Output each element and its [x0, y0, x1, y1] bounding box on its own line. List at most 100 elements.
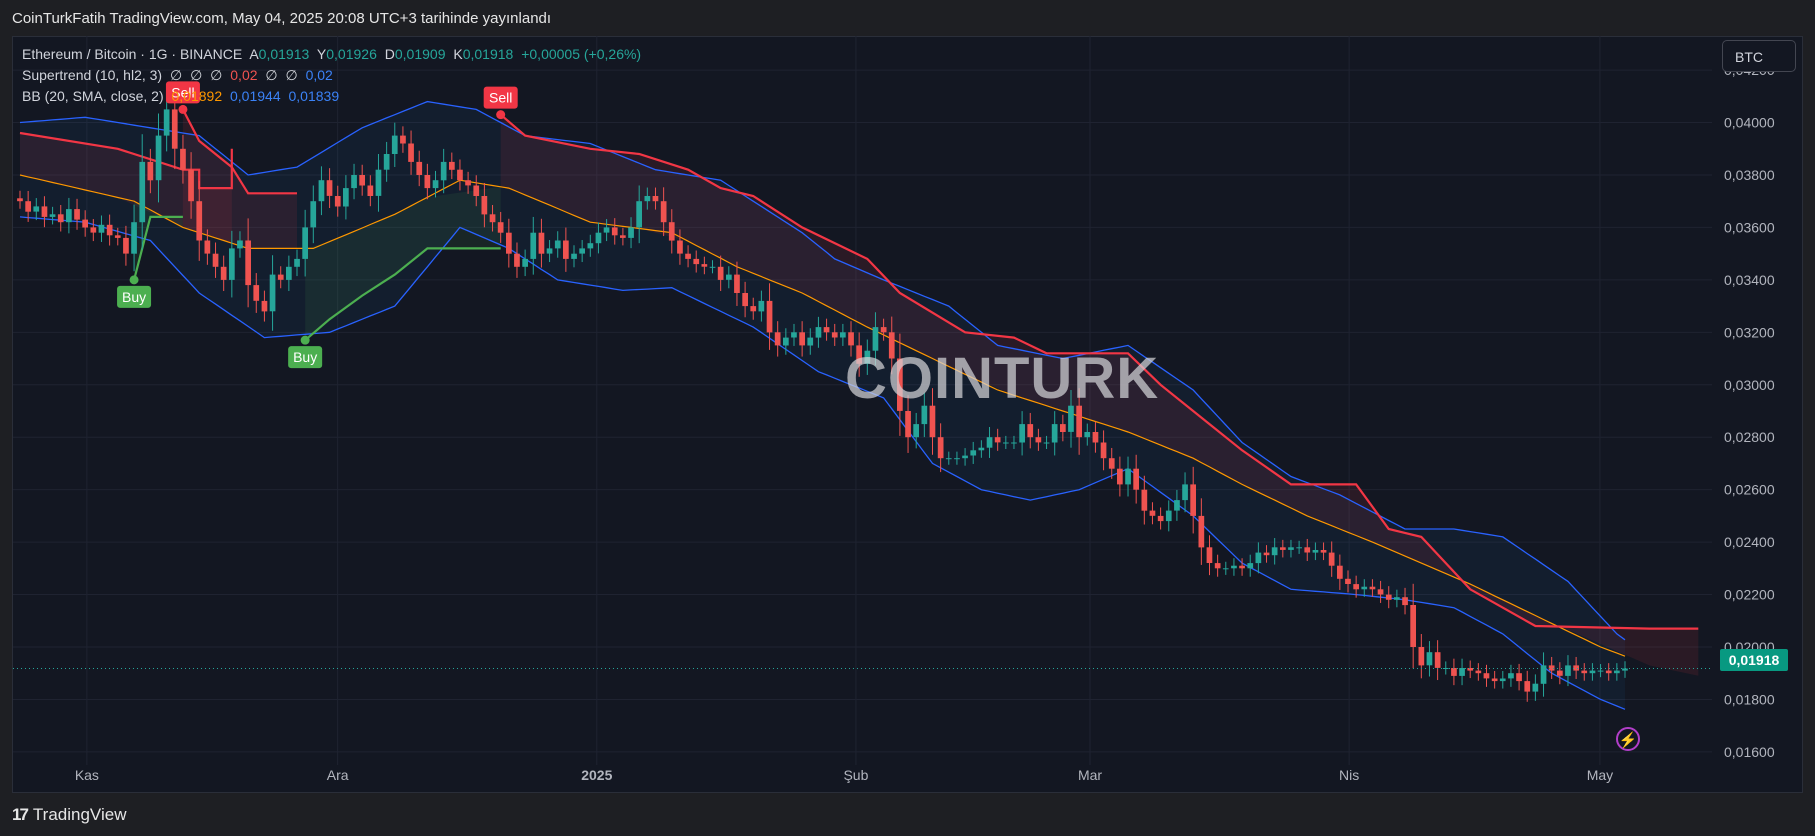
candle: [400, 126, 406, 153]
candle: [734, 261, 740, 306]
candle: [554, 231, 561, 258]
candle: [1312, 542, 1319, 561]
candle-body: [1182, 484, 1188, 501]
candle-body: [49, 214, 56, 217]
candle-body: [33, 206, 40, 212]
candle-body: [1084, 432, 1091, 438]
x-tick-label: Şub: [843, 767, 868, 783]
candle: [1296, 540, 1302, 554]
tradingview-logo[interactable]: 17 TradingView: [12, 800, 126, 830]
candle: [1532, 674, 1539, 701]
candle: [579, 240, 585, 263]
candle-body: [628, 227, 634, 238]
candle: [318, 166, 325, 216]
signal-label: Buy: [293, 349, 317, 365]
candle-body: [522, 258, 528, 267]
candle-body: [1353, 584, 1359, 590]
candle: [530, 216, 537, 275]
low-label: D: [384, 46, 395, 62]
candle: [1410, 583, 1416, 669]
candle-body: [1385, 594, 1392, 600]
symbol-legend-row[interactable]: Ethereum / Bitcoin · 1G · BINANCE A0,019…: [22, 44, 645, 65]
supertrend-label[interactable]: Supertrend (10, hl2, 3): [22, 67, 163, 83]
symbol-name[interactable]: Ethereum / Bitcoin · 1G · BINANCE: [22, 46, 243, 62]
candle: [1068, 390, 1074, 448]
x-tick-label: 2025: [581, 767, 612, 783]
candle-body: [367, 185, 374, 196]
candles: [17, 89, 1628, 702]
candle-body: [538, 232, 545, 254]
candle: [571, 245, 577, 268]
candle: [1459, 658, 1465, 686]
candle: [1125, 456, 1131, 497]
candle: [937, 423, 944, 473]
candle-body: [131, 222, 137, 254]
change-value: +0,00005 (+0,26%): [521, 46, 642, 62]
supertrend-value: ∅: [169, 67, 183, 83]
candle: [1369, 579, 1376, 597]
bb-label[interactable]: BB (20, SMA, close, 2): [22, 88, 164, 104]
candle-body: [334, 196, 341, 207]
candle-body: [831, 332, 838, 338]
supertrend-legend-row[interactable]: Supertrend (10, hl2, 3) ∅ ∅ ∅ 0,02 ∅ ∅ 0…: [22, 65, 645, 86]
candle-body: [571, 253, 577, 259]
supertrend-value: ∅: [190, 67, 203, 83]
candle-body: [986, 437, 993, 448]
candle: [1206, 535, 1213, 576]
candle: [98, 215, 105, 242]
lightning-icon[interactable]: ⚡: [1616, 727, 1640, 751]
candle-body: [1206, 547, 1213, 563]
watermark-logo: COINTURK: [845, 346, 1160, 411]
candle: [1003, 435, 1009, 450]
candle-body: [954, 458, 960, 460]
candle: [351, 163, 357, 200]
candle-body: [677, 240, 683, 254]
candle-body: [1117, 468, 1123, 485]
candle: [717, 255, 724, 292]
sell-signal: Sell: [165, 81, 200, 114]
candle: [652, 187, 659, 210]
candle-body: [823, 327, 830, 333]
candle: [1516, 663, 1522, 691]
candle: [791, 323, 797, 346]
supertrend-down-fill: [20, 133, 232, 244]
candle: [880, 318, 887, 341]
candle: [220, 255, 227, 292]
footer-bar: [0, 796, 1815, 836]
candle: [563, 227, 569, 272]
candle: [383, 141, 390, 182]
candle: [1157, 507, 1164, 530]
candle-body: [1231, 565, 1237, 569]
candle-body: [1614, 670, 1620, 674]
y-tick-label: 0,03000: [1724, 377, 1775, 393]
candle-body: [17, 198, 23, 202]
candle-body: [636, 201, 642, 228]
candle: [742, 281, 748, 318]
candle-body: [440, 161, 447, 181]
candle-body: [758, 300, 765, 312]
bb-legend-row[interactable]: BB (20, SMA, close, 2) 0,01892 0,01944 0…: [22, 86, 645, 107]
signal-box: [165, 81, 200, 104]
candle: [994, 428, 1001, 451]
low-value: 0,01909: [394, 46, 446, 62]
currency-button[interactable]: BTC: [1722, 40, 1796, 72]
candle-body: [1198, 515, 1205, 548]
candle: [1385, 586, 1392, 609]
candle: [343, 175, 349, 220]
candle-body: [375, 169, 382, 196]
buy-signal: Buy: [288, 335, 323, 369]
y-tick-label: 0,03200: [1724, 324, 1775, 340]
bb-upper-line: [19, 100, 1626, 641]
candle-body: [1426, 652, 1433, 666]
candle: [750, 297, 757, 320]
candle-body: [913, 424, 919, 438]
signal-label: Buy: [122, 289, 146, 305]
candle-body: [734, 274, 740, 293]
candle-body: [1361, 586, 1368, 590]
candle-body: [840, 332, 846, 338]
candle: [831, 323, 838, 346]
candle: [188, 152, 194, 219]
candle: [848, 321, 854, 357]
candle: [1491, 670, 1498, 689]
